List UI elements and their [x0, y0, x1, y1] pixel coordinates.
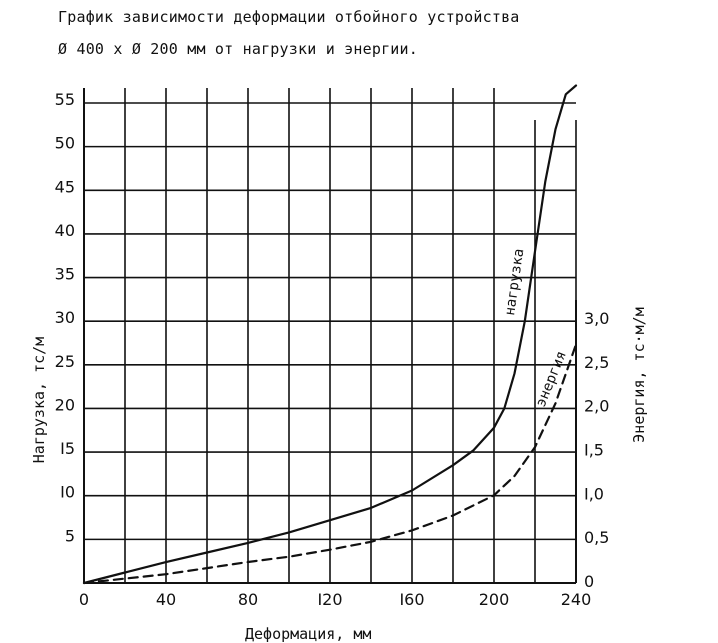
y-left-tick-label: 40 [55, 221, 75, 240]
y-right-tick-label: I,0 [584, 484, 604, 503]
chart-title-line-2: Ø 400 x Ø 200 мм от нагрузки и энергии. [58, 40, 418, 58]
x-tick-label: I60 [399, 590, 424, 609]
series-load-curve [82, 84, 578, 585]
y-left-tick-label: 55 [55, 90, 75, 109]
y-left-tick-label: 45 [55, 177, 75, 196]
chart-title-line-1: График зависимости деформации отбойного … [58, 8, 520, 26]
y-axis-left-label: Нагрузка, тс/м [30, 337, 48, 463]
y-left-tick-label: 5 [65, 526, 75, 545]
y-axis-right-label: Энергия, тс·м/м [630, 307, 648, 442]
y-left-tick-label: 25 [55, 352, 75, 371]
x-tick-label: 200 [479, 590, 510, 609]
y-right-tick-label: 2,5 [584, 353, 609, 372]
x-axis-label: Деформация, мм [245, 625, 371, 643]
y-right-tick-label: 0 [584, 572, 594, 591]
y-left-tick-label: 20 [55, 395, 75, 414]
y-left-tick-label: 30 [55, 308, 75, 327]
series-label-load: нагрузка [502, 248, 527, 317]
y-right-tick-label: I,5 [584, 441, 604, 460]
y-left-tick-label: I5 [60, 439, 75, 458]
tick-labels: 0 40 80 I20 I60 200 240 5 I0 I5 20 25 30 35 40 45 50 55 0 0… [55, 90, 610, 609]
series [82, 84, 578, 585]
y-left-tick-label: 50 [55, 134, 75, 153]
series-energy-curve [82, 343, 578, 585]
x-tick-label: 240 [561, 590, 592, 609]
x-tick-label: 80 [238, 590, 258, 609]
x-tick-label: 0 [79, 590, 89, 609]
y-right-tick-label: 0,5 [584, 528, 609, 547]
x-tick-label: I20 [317, 590, 342, 609]
y-right-tick-label: 3,0 [584, 309, 609, 328]
y-right-tick-label: 2,0 [584, 397, 609, 416]
x-tick-label: 40 [156, 590, 176, 609]
grid [84, 88, 577, 583]
y-left-tick-label: 35 [55, 265, 75, 284]
y-left-tick-label: I0 [60, 483, 75, 502]
